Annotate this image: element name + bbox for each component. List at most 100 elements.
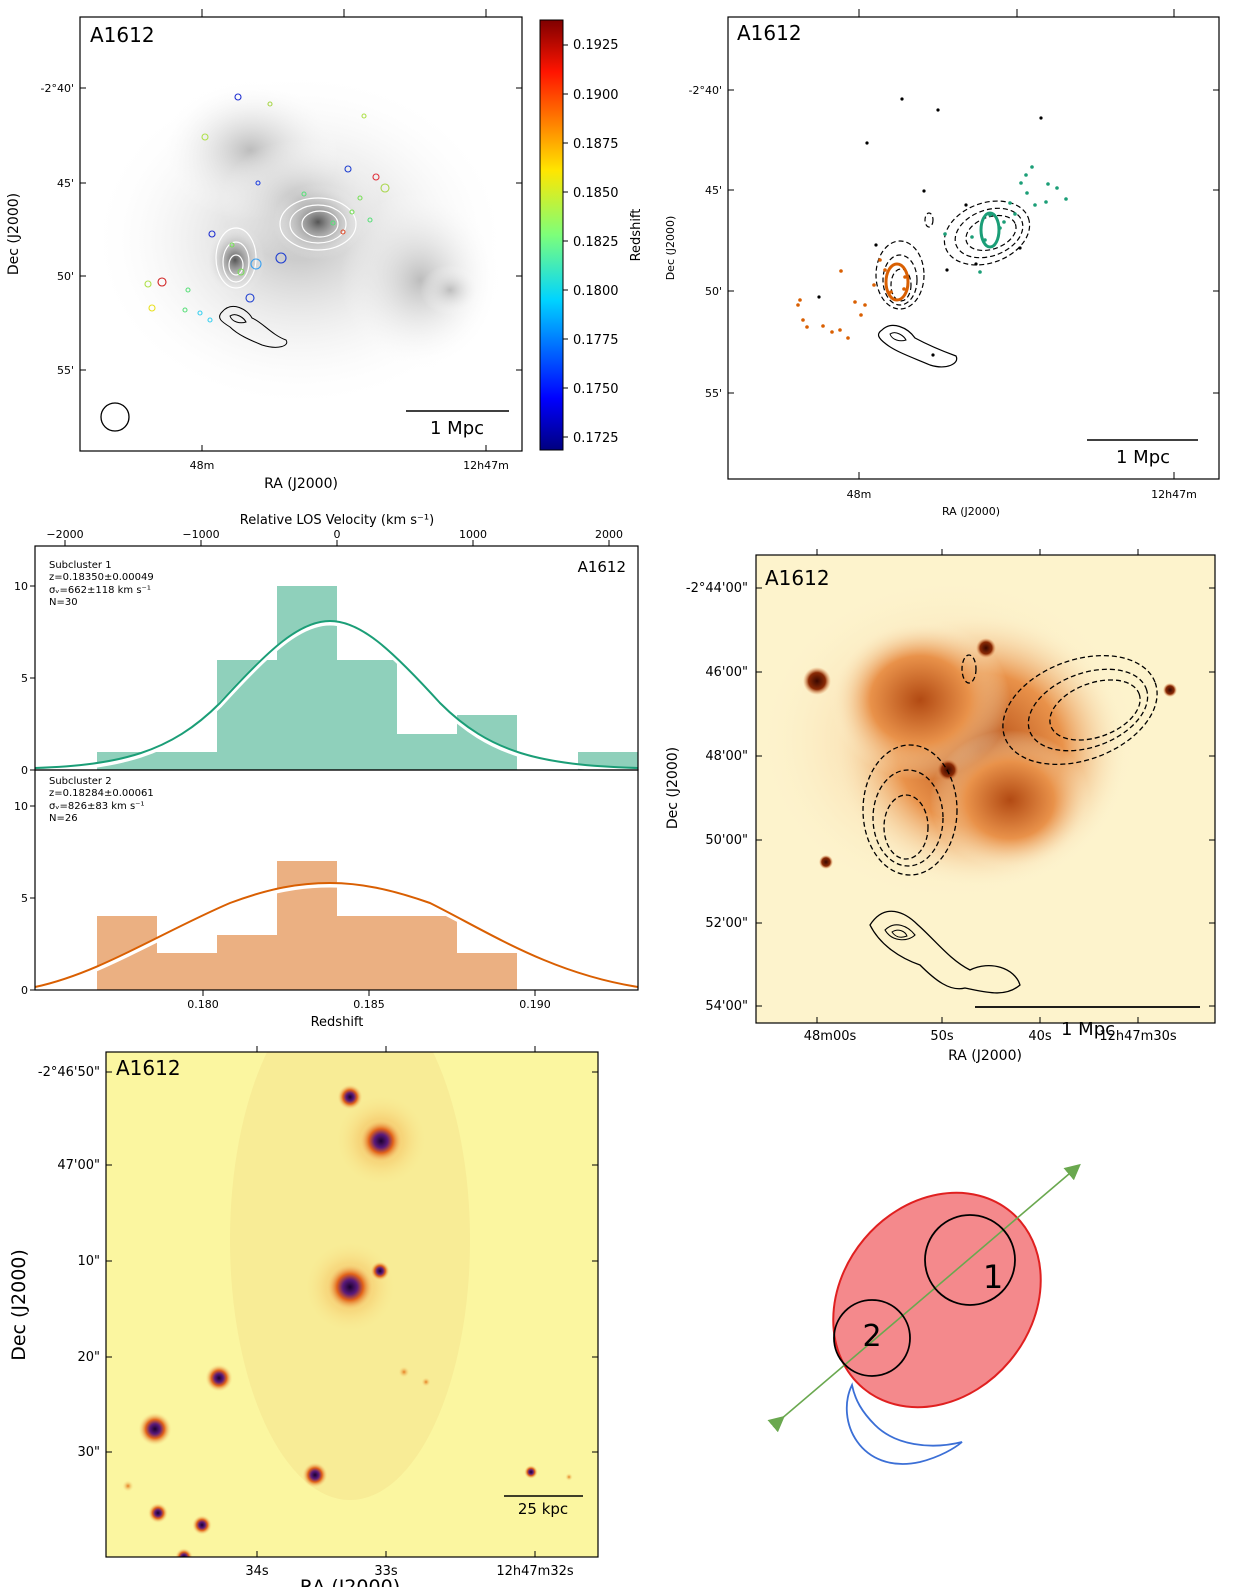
frame-ticks — [80, 9, 522, 451]
subcluster2-circle — [833, 1299, 911, 1377]
y-ticks: -2°46'50" 47'00" 10" 20" 30" — [38, 1065, 100, 1460]
ytick: 45' — [705, 184, 722, 197]
ytick: 0 — [21, 984, 28, 997]
plot-frame — [755, 554, 1216, 1024]
relic-contour-core — [891, 929, 908, 938]
y-axis-label: Dec (J2000) — [6, 193, 22, 275]
ytick: 10" — [77, 1254, 100, 1269]
top-axis-label: Relative LOS Velocity (km s⁻¹) — [240, 513, 434, 528]
ytick: 0 — [21, 764, 28, 777]
panel-e-optical-zoom: 25 kpc A1612 -2°46'50" 47'00" 10" 20" 30… — [0, 1035, 620, 1591]
cbar-tick: 0.1900 — [573, 88, 619, 103]
colorbar-ticks: 0.1925 0.1900 0.1875 0.1850 0.1825 0.180… — [573, 38, 619, 446]
subcluster1-info: Subcluster 1 z=0.18350±0.00049 σᵥ=662±11… — [49, 560, 154, 608]
ytick: 20" — [77, 1350, 100, 1365]
x-ticks: 34s 33s 12h47m32s — [245, 1564, 574, 1579]
ytick: 55' — [57, 364, 74, 377]
xtick: 40s — [1028, 1029, 1052, 1044]
cbar-tick: 0.1875 — [573, 137, 619, 152]
y-axis-label: Dec (J2000) — [665, 747, 681, 829]
top-xtick: 0 — [334, 528, 341, 541]
relic-contour-inner — [884, 924, 916, 941]
panel-e-title: A1612 — [116, 1056, 181, 1080]
cbar-tick: 0.1850 — [573, 186, 619, 201]
panel-c-title: A1612 — [578, 558, 626, 576]
x-ticks: 0.180 0.185 0.190 — [187, 998, 551, 1011]
galaxies — [122, 1052, 573, 1557]
axis-ticks — [30, 540, 610, 996]
xtick: 12h47m — [1151, 488, 1197, 501]
subcluster1-circle — [924, 1214, 1016, 1306]
ytick: -2°40' — [41, 82, 75, 95]
xtick: 12h47m32s — [496, 1564, 574, 1579]
merger-axis-arrow — [767, 1163, 1081, 1433]
ytick: -2°44'00" — [686, 581, 748, 596]
xtick: 48m — [847, 488, 872, 501]
y-axis-label: Dec (J2000) — [664, 216, 677, 281]
colorbar-label: Redshift — [629, 209, 644, 262]
ytick: 46'00" — [705, 665, 748, 680]
info-line: Subcluster 2 — [49, 776, 112, 787]
gaussian-halo — [34, 882, 639, 992]
xtick: 50s — [930, 1029, 954, 1044]
subcluster2-info: Subcluster 2 z=0.18284±0.00061 σᵥ=826±83… — [49, 776, 154, 824]
gray-xray-map — [90, 70, 510, 410]
ytick: 48'00" — [705, 749, 748, 764]
panel-d-xray-map: 1 Mpc A1612 -2°44'00" 46'00" 48'00" 50'0… — [660, 540, 1239, 1100]
white-contours — [215, 197, 357, 289]
ytick: 54'00" — [705, 999, 748, 1014]
xtick: 33s — [374, 1564, 398, 1579]
plot-frame — [79, 16, 523, 452]
subcluster1-contour — [979, 211, 1001, 249]
panel-a-title: A1612 — [90, 23, 155, 47]
frame-ticks — [756, 549, 1215, 1023]
ytick: 10 — [14, 580, 28, 593]
xtick: 34s — [245, 1564, 269, 1579]
x-axis-label: Redshift — [311, 1015, 364, 1030]
info-line: Subcluster 1 — [49, 560, 112, 571]
ytick: 10 — [14, 800, 28, 813]
ytick: 45' — [57, 177, 74, 190]
y-axis-label: Dec (J2000) — [8, 1249, 30, 1361]
ytick: 50'00" — [705, 833, 748, 848]
cbar-tick: 0.1925 — [573, 38, 619, 53]
ytick: 5 — [21, 672, 28, 685]
panel-c-velocity-histograms: Relative LOS Velocity (km s⁻¹) −2000 −10… — [0, 505, 660, 1035]
histogram-bars — [97, 586, 517, 770]
xtick: 12h47m30s — [1099, 1029, 1177, 1044]
panel-d-svg: 1 Mpc A1612 -2°44'00" 46'00" 48'00" 50'0… — [665, 549, 1216, 1064]
x-axis-label: RA (J2000) — [264, 476, 338, 492]
info-line: N=26 — [49, 813, 78, 824]
subcluster1-histogram — [34, 586, 639, 773]
scalebar-label: 25 kpc — [518, 1500, 568, 1518]
xtick: 12h47m — [463, 459, 509, 472]
frame-ticks — [728, 9, 1219, 479]
gaussian-fit — [34, 619, 639, 769]
xtick: 0.180 — [187, 998, 219, 1011]
subcluster1-label: 1 — [983, 1258, 1003, 1296]
xtick: 48m00s — [804, 1029, 857, 1044]
member-dots — [796, 97, 1068, 357]
galaxy-markers — [144, 93, 390, 323]
info-line: z=0.18350±0.00049 — [49, 572, 154, 583]
scalebar-label: 1 Mpc — [1116, 447, 1170, 468]
cbar-tick-marks — [563, 44, 568, 438]
ytick: -2°40' — [689, 84, 723, 97]
panel-b-title: A1612 — [737, 21, 802, 45]
panel-f-svg: 1 2 — [767, 1163, 1081, 1465]
xray-emission — [756, 570, 1177, 910]
relic-contour-inner — [889, 332, 907, 342]
x-ticks: 48m00s 50s 40s 12h47m30s — [804, 1029, 1177, 1044]
gaussian-halo — [34, 620, 639, 773]
ytick: 55' — [705, 387, 722, 400]
top-xtick: −1000 — [182, 528, 219, 541]
plot-frame — [727, 16, 1220, 480]
relic-contour-inner — [229, 314, 247, 324]
frame-ticks — [106, 1046, 598, 1557]
panel-d-title: A1612 — [765, 566, 830, 590]
info-line: σᵥ=826±83 km s⁻¹ — [49, 801, 144, 812]
x-axis-label: RA (J2000) — [948, 1048, 1022, 1064]
subcluster2-histogram — [34, 861, 639, 992]
relic-contour — [877, 324, 958, 368]
radio-relic-shape — [845, 1382, 963, 1465]
